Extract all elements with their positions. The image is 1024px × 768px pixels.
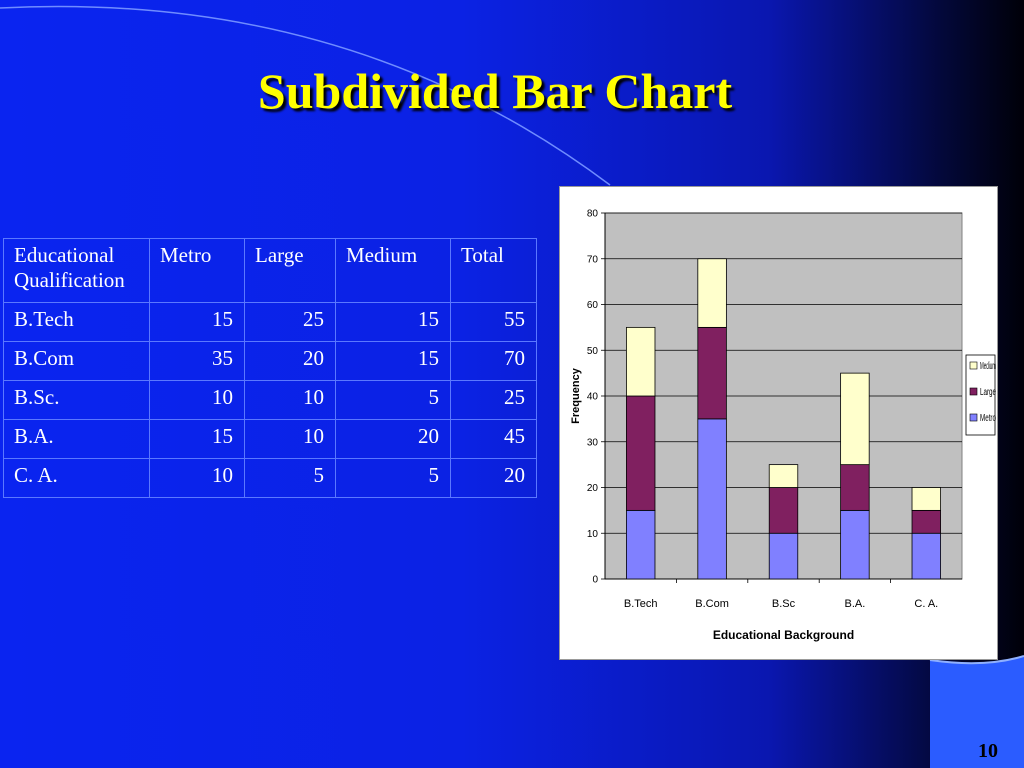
table-cell: 10: [244, 419, 336, 459]
header-cell: Total: [450, 238, 537, 303]
header-cell: Educational Qualification: [3, 238, 150, 303]
table-cell: 55: [450, 302, 537, 342]
table-cell: 25: [244, 302, 336, 342]
x-tick-label: B.Tech: [624, 598, 658, 610]
table-cell: 35: [149, 341, 245, 381]
y-axis-label: Frequency: [570, 367, 582, 424]
bar-segment-large: [626, 395, 656, 511]
table-cell: 10: [244, 380, 336, 420]
x-tick-label: B.Sc: [772, 598, 796, 610]
y-tick-label: 80: [587, 209, 599, 220]
x-tick-label: B.Com: [695, 598, 729, 610]
legend-swatch-medium: [969, 361, 978, 370]
bar-segment-medium: [697, 258, 727, 328]
table-cell: 25: [450, 380, 537, 420]
table-row: B.Tech 15 25 15 55: [3, 302, 537, 342]
chart-panel: 0 10 20 30 40 50 60 70 80 B.Tech B.Com B.Sc B.A. C. A…: [559, 186, 998, 660]
header-cell: Large: [244, 238, 336, 303]
table-cell: 10: [149, 380, 245, 420]
data-table: Educational Qualification Metro Large Me…: [3, 238, 537, 498]
bar-segment-medium: [768, 464, 799, 488]
table-cell: 15: [335, 302, 451, 342]
bar-segment-metro: [697, 418, 727, 580]
table-cell: 5: [244, 458, 336, 498]
y-tick-label: 70: [587, 254, 599, 265]
table-cell: 15: [149, 419, 245, 459]
y-tick-label: 50: [587, 346, 599, 357]
table-cell: 5: [335, 380, 451, 420]
y-tick-label: 60: [587, 300, 599, 311]
y-tick-label: 0: [592, 575, 598, 586]
table-row: B.Com 35 20 15 70: [3, 341, 537, 381]
legend-label-medium: Medium: [980, 361, 996, 372]
legend-swatch-metro: [969, 413, 978, 422]
table-header-row: Educational Qualification Metro Large Me…: [3, 238, 537, 303]
table-cell: 20: [244, 341, 336, 381]
bar-segment-metro: [911, 532, 941, 580]
legend-label-large: Large: [980, 387, 996, 398]
header-cell: Metro: [149, 238, 245, 303]
bar-segment-large: [911, 509, 941, 534]
stacked-bar-chart: 0 10 20 30 40 50 60 70 80 B.Tech B.Com B.Sc B.A. C. A…: [570, 209, 996, 643]
slide-title: Subdivided Bar Chart: [257, 63, 733, 119]
table-row: B.Sc. 10 10 5 25: [3, 380, 537, 420]
table-cell: 20: [335, 419, 451, 459]
y-tick-label: 10: [587, 529, 599, 540]
decorative-arc-top: [0, 5, 611, 186]
decorative-corner-shape: [930, 656, 1024, 768]
y-tick-label: 20: [587, 483, 599, 494]
table-cell: 20: [450, 458, 537, 498]
table-cell: 15: [335, 341, 451, 381]
bar-segment-metro: [840, 509, 870, 580]
table-cell: B.Tech: [3, 302, 150, 342]
legend-label-metro: Metro: [980, 413, 996, 424]
decorative-corner-curve: [929, 655, 1024, 665]
bar-segment-large: [768, 487, 799, 534]
bar-segment-large: [697, 326, 727, 420]
bar-segment-metro: [768, 532, 799, 580]
header-cell: Medium: [335, 238, 451, 303]
x-tick-label: C. A.: [914, 598, 938, 610]
bar-segment-medium: [626, 326, 656, 397]
bar-segment-large: [840, 464, 870, 511]
table-cell: 45: [450, 419, 537, 459]
y-tick-label: 30: [587, 437, 599, 448]
table-cell: B.Com: [3, 341, 150, 381]
table-row: B.A. 15 10 20 45: [3, 419, 537, 459]
page-number: 10: [978, 740, 998, 762]
table-cell: 15: [149, 302, 245, 342]
table-cell: B.Sc.: [3, 380, 150, 420]
table-cell: 10: [149, 458, 245, 498]
legend-swatch-large: [969, 387, 978, 396]
table-cell: C. A.: [3, 458, 150, 498]
table-cell: B.A.: [3, 419, 150, 459]
bar-segment-medium: [840, 372, 870, 466]
table-row: C. A. 10 5 5 20: [3, 458, 537, 498]
table-cell: 5: [335, 458, 451, 498]
bar-segment-medium: [911, 487, 941, 511]
table-cell: 70: [450, 341, 537, 381]
y-tick-label: 40: [587, 392, 599, 403]
x-tick-label: B.A.: [845, 598, 866, 610]
bar-segment-metro: [626, 509, 656, 580]
x-axis-label: Educational Background: [713, 628, 854, 642]
